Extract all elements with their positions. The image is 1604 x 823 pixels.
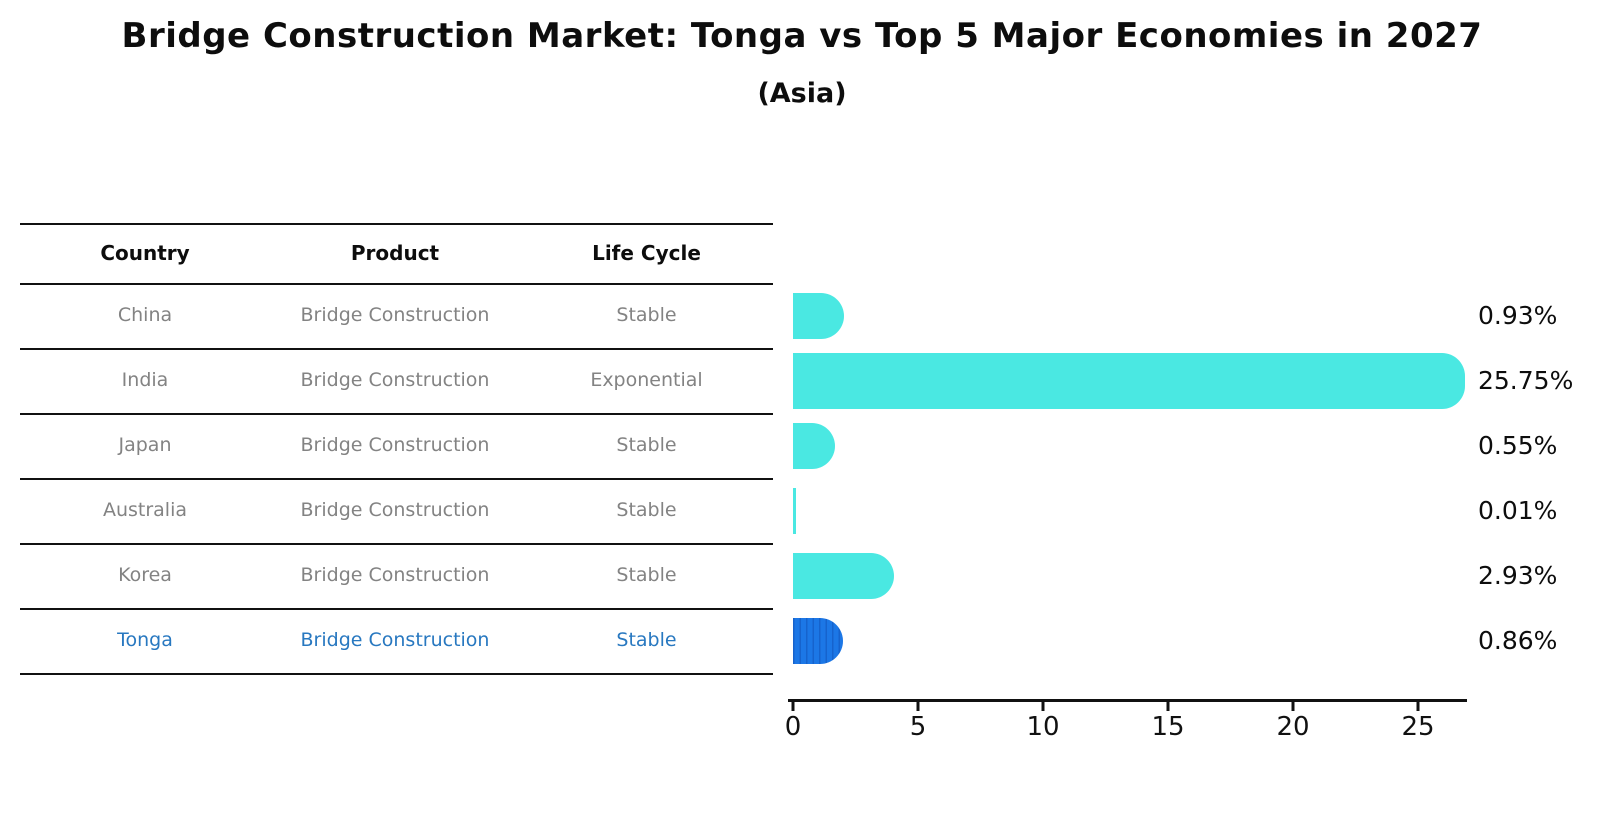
x-axis-tick-label: 10 <box>1026 712 1060 742</box>
table-divider <box>20 283 773 285</box>
x-axis-tick <box>1291 699 1295 711</box>
x-axis-tick <box>916 699 920 711</box>
x-axis-tick-label: 5 <box>909 712 927 742</box>
x-axis-tick-label: 15 <box>1151 712 1185 742</box>
table-divider <box>20 673 773 675</box>
cell-product: Bridge Construction <box>300 564 490 586</box>
bar-china <box>793 292 845 339</box>
table-divider <box>20 478 773 480</box>
cell-product: Bridge Construction <box>300 369 490 391</box>
value-label: 2.93% <box>1478 561 1558 590</box>
x-axis-tick <box>791 699 795 711</box>
table-divider <box>20 348 773 350</box>
table-divider <box>20 608 773 610</box>
bar-tonga <box>793 617 843 664</box>
column-header-life-cycle: Life Cycle <box>592 241 701 265</box>
x-axis-tick <box>1041 699 1045 711</box>
bar-australia <box>793 487 796 534</box>
x-axis-tick <box>1166 699 1170 711</box>
value-label: 0.55% <box>1478 431 1558 460</box>
x-axis-line <box>788 699 1467 702</box>
cell-country: China <box>117 304 173 326</box>
x-axis-tick-label: 25 <box>1401 712 1435 742</box>
column-header-country: Country <box>100 241 190 265</box>
x-axis-tick <box>1416 699 1420 711</box>
cell-product: Bridge Construction <box>300 629 490 651</box>
chart-title: Bridge Construction Market: Tonga vs Top… <box>121 16 1483 56</box>
cell-country: India <box>121 369 169 391</box>
cell-life-cycle: Stable <box>616 629 677 651</box>
cell-life-cycle: Stable <box>616 499 677 521</box>
cell-life-cycle: Stable <box>616 564 677 586</box>
x-axis-tick-label: 20 <box>1276 712 1310 742</box>
bar-korea <box>793 552 895 599</box>
value-label: 0.86% <box>1478 626 1558 655</box>
cell-life-cycle: Exponential <box>590 369 703 391</box>
table-divider <box>20 543 773 545</box>
cell-product: Bridge Construction <box>300 434 490 456</box>
table-divider <box>20 223 773 225</box>
bar-india <box>793 352 1465 409</box>
cell-life-cycle: Stable <box>616 304 677 326</box>
column-header-product: Product <box>350 241 440 265</box>
bar-japan <box>793 422 835 469</box>
value-label: 0.93% <box>1478 301 1558 330</box>
table-divider <box>20 413 773 415</box>
value-label: 0.01% <box>1478 496 1558 525</box>
chart-subtitle: (Asia) <box>757 78 847 109</box>
cell-life-cycle: Stable <box>616 434 677 456</box>
value-label: 25.75% <box>1478 366 1574 395</box>
cell-country: Australia <box>102 499 188 521</box>
cell-country: Japan <box>118 434 172 456</box>
cell-product: Bridge Construction <box>300 304 490 326</box>
x-axis-tick-label: 0 <box>784 712 802 742</box>
cell-product: Bridge Construction <box>300 499 490 521</box>
cell-country: Korea <box>118 564 172 586</box>
cell-country: Tonga <box>117 629 173 651</box>
